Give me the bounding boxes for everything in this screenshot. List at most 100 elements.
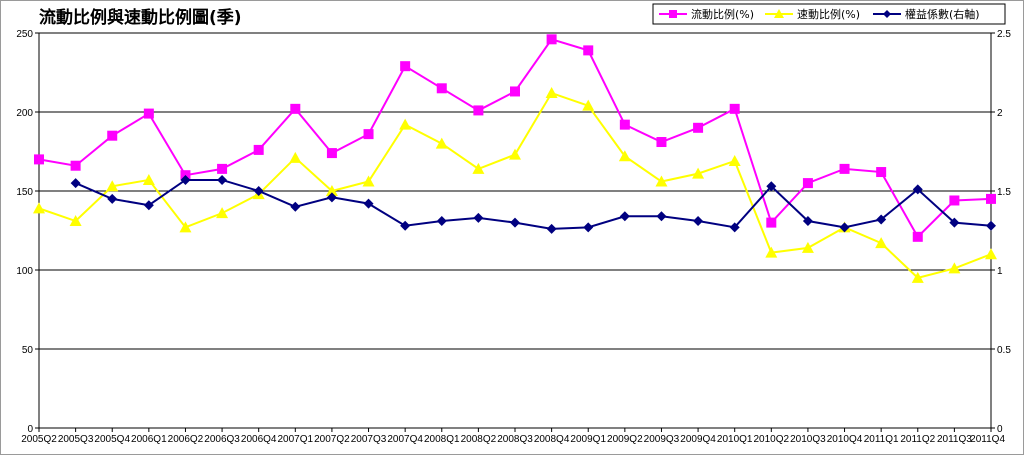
x-tick-label: 2008Q4 xyxy=(534,434,570,445)
x-tick-label: 2009Q2 xyxy=(607,434,643,445)
x-tick-label: 2010Q4 xyxy=(827,434,863,445)
series-1-point xyxy=(546,34,557,45)
series-3-point xyxy=(180,174,191,185)
series-1-point xyxy=(510,86,520,97)
series-1-point xyxy=(400,61,411,72)
series-3-point xyxy=(619,211,630,222)
series-1-point xyxy=(70,160,81,171)
series-3-point xyxy=(839,222,850,233)
legend-label: 流動比例(%) xyxy=(691,7,754,21)
series-3-point xyxy=(510,217,520,228)
series-2-point xyxy=(362,175,375,187)
x-tick-label: 2010Q2 xyxy=(754,434,790,445)
series-2-point xyxy=(142,173,155,185)
x-tick-label: 2009Q4 xyxy=(680,434,716,445)
series-3-point xyxy=(656,211,667,222)
x-tick-label: 2006Q2 xyxy=(168,434,204,445)
series-2-point xyxy=(765,246,778,258)
x-tick-label: 2010Q1 xyxy=(717,434,753,445)
series-2-point xyxy=(545,87,558,99)
legend: 流動比例(%) 速動比例(%) 權益係數(右軸) xyxy=(652,3,1006,25)
series-3-point xyxy=(400,220,411,231)
x-tick-label: 2005Q2 xyxy=(21,434,57,445)
x-tick-label: 2009Q1 xyxy=(570,434,606,445)
series-1-point xyxy=(949,195,960,206)
right-tick-label: 2.5 xyxy=(997,29,1011,40)
series-1-point xyxy=(912,231,923,242)
left-tick-label: 100 xyxy=(16,266,33,277)
series-1-point xyxy=(34,154,44,165)
legend-swatch-marker xyxy=(774,9,784,18)
series-3-point xyxy=(546,223,557,234)
x-tick-label: 2011Q4 xyxy=(970,434,1005,445)
series-2-point xyxy=(69,215,82,227)
x-tick-label: 2007Q3 xyxy=(351,434,387,445)
x-tick-label: 2006Q3 xyxy=(204,434,240,445)
x-tick-label: 2005Q4 xyxy=(94,434,130,445)
series-3-point xyxy=(583,222,594,233)
legend-swatch-marker xyxy=(669,10,677,18)
series-3-point xyxy=(290,201,301,212)
series-3-point xyxy=(766,181,777,192)
series-2-point xyxy=(911,271,924,283)
series-1-point xyxy=(766,217,777,228)
x-tick-label: 2007Q4 xyxy=(387,434,423,445)
series-1-point xyxy=(363,129,374,140)
series-2-point xyxy=(509,148,521,160)
series-2-point xyxy=(325,185,338,196)
series-2-point xyxy=(399,118,412,130)
series-3-point xyxy=(107,193,118,204)
series-3-point xyxy=(253,186,264,196)
series-1-point xyxy=(253,144,264,155)
x-tick-label: 2009Q3 xyxy=(644,434,680,445)
x-tick-label: 2011Q2 xyxy=(900,434,935,445)
series-line-3 xyxy=(75,178,992,230)
legend-box xyxy=(652,3,1006,25)
x-tick-label: 2007Q2 xyxy=(314,434,350,445)
series-2-point xyxy=(728,154,741,166)
series-2-point xyxy=(216,207,229,219)
series-3-point xyxy=(326,192,337,203)
series-2-point xyxy=(692,167,705,179)
plot-border xyxy=(38,32,992,429)
left-tick-label: 250 xyxy=(16,29,33,40)
series-1-point xyxy=(802,178,813,189)
series-3-point xyxy=(693,216,704,227)
x-tick-label: 2006Q4 xyxy=(241,434,277,445)
series-2-point xyxy=(472,162,485,174)
series-2-point xyxy=(179,221,192,233)
series-1-point xyxy=(619,119,630,130)
x-tick-label: 2008Q1 xyxy=(424,434,460,445)
right-tick-label: 0 xyxy=(997,424,1003,435)
series-2-point xyxy=(801,241,814,253)
series-1-point xyxy=(986,193,996,204)
series-1-point xyxy=(107,130,118,141)
series-2-point xyxy=(289,151,302,163)
x-tick-label: 2010Q3 xyxy=(790,434,826,445)
left-tick-label: 0 xyxy=(27,424,33,435)
series-2-point xyxy=(875,237,888,249)
series-3-point xyxy=(729,222,740,233)
series-1-point xyxy=(143,108,154,119)
right-tick-label: 1.5 xyxy=(997,187,1011,198)
series-2-point xyxy=(948,262,961,274)
series-3-point xyxy=(876,214,887,225)
left-tick-label: 150 xyxy=(16,187,33,198)
legend-label: 權益係數(右軸) xyxy=(905,7,980,21)
legend-swatch-marker xyxy=(883,10,891,18)
series-1-point xyxy=(876,167,887,178)
chart-title: 流動比例與速動比例圖(季) xyxy=(39,7,242,28)
series-2-point xyxy=(33,202,45,214)
series-3-point xyxy=(802,216,813,227)
series-3-point xyxy=(473,212,484,223)
series-1-point xyxy=(290,103,301,114)
series-3-point xyxy=(949,217,960,228)
series-2-point xyxy=(106,180,119,192)
series-2-point xyxy=(655,175,668,187)
series-2-point xyxy=(618,150,631,162)
right-tick-label: 2 xyxy=(997,108,1003,119)
series-1-point xyxy=(839,163,850,174)
